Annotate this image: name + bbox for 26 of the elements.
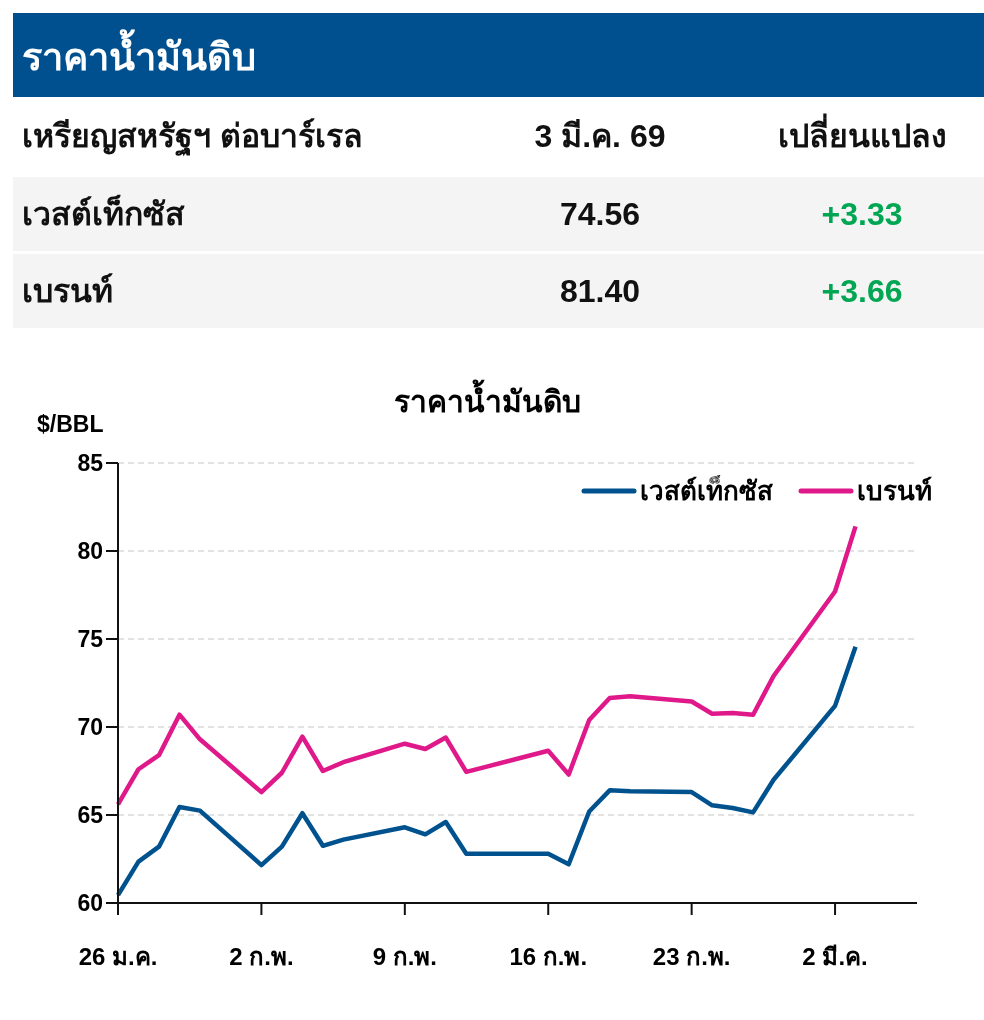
text: +3.33 bbox=[821, 196, 903, 232]
y-tick-label: 80 bbox=[77, 538, 103, 564]
legend-label: เบรนท์ bbox=[857, 476, 932, 506]
chart-title: ราคาน้ำมันดิบ bbox=[394, 379, 581, 418]
y-tick-label: 60 bbox=[77, 890, 103, 916]
x-tick-label: 26 ม.ค. bbox=[78, 943, 158, 970]
y-tick-label: 75 bbox=[77, 626, 104, 652]
text: 74.56 bbox=[559, 196, 641, 232]
text: 3 มี.ค. 69 bbox=[534, 118, 666, 154]
x-tick-label: 2 ก.พ. bbox=[229, 943, 294, 970]
x-tick-label: 23 ก.พ. bbox=[652, 943, 731, 970]
y-axis-title: $/BBL bbox=[37, 411, 104, 437]
legend-label: เวสต์เท็กซัส bbox=[640, 475, 773, 506]
y-tick-label: 70 bbox=[77, 714, 103, 740]
text: +3.66 bbox=[821, 273, 903, 309]
x-tick-label: 16 ก.พ. bbox=[509, 943, 588, 970]
y-tick-label: 65 bbox=[77, 802, 104, 828]
text: เปลี่ยนแปลง bbox=[777, 113, 947, 154]
y-tick-label: 85 bbox=[77, 450, 104, 476]
text: เบรนท์ bbox=[22, 273, 113, 309]
text: 81.40 bbox=[559, 273, 641, 309]
x-tick-label: 2 มี.ค. bbox=[802, 943, 868, 970]
text: เหรียญสหรัฐฯ ต่อบาร์เรล bbox=[22, 118, 363, 157]
x-tick-label: 9 ก.พ. bbox=[372, 943, 437, 970]
text: เวสต์เท็กซัส bbox=[22, 194, 185, 232]
text: ราคาน้ำมันดิบ bbox=[22, 29, 256, 78]
